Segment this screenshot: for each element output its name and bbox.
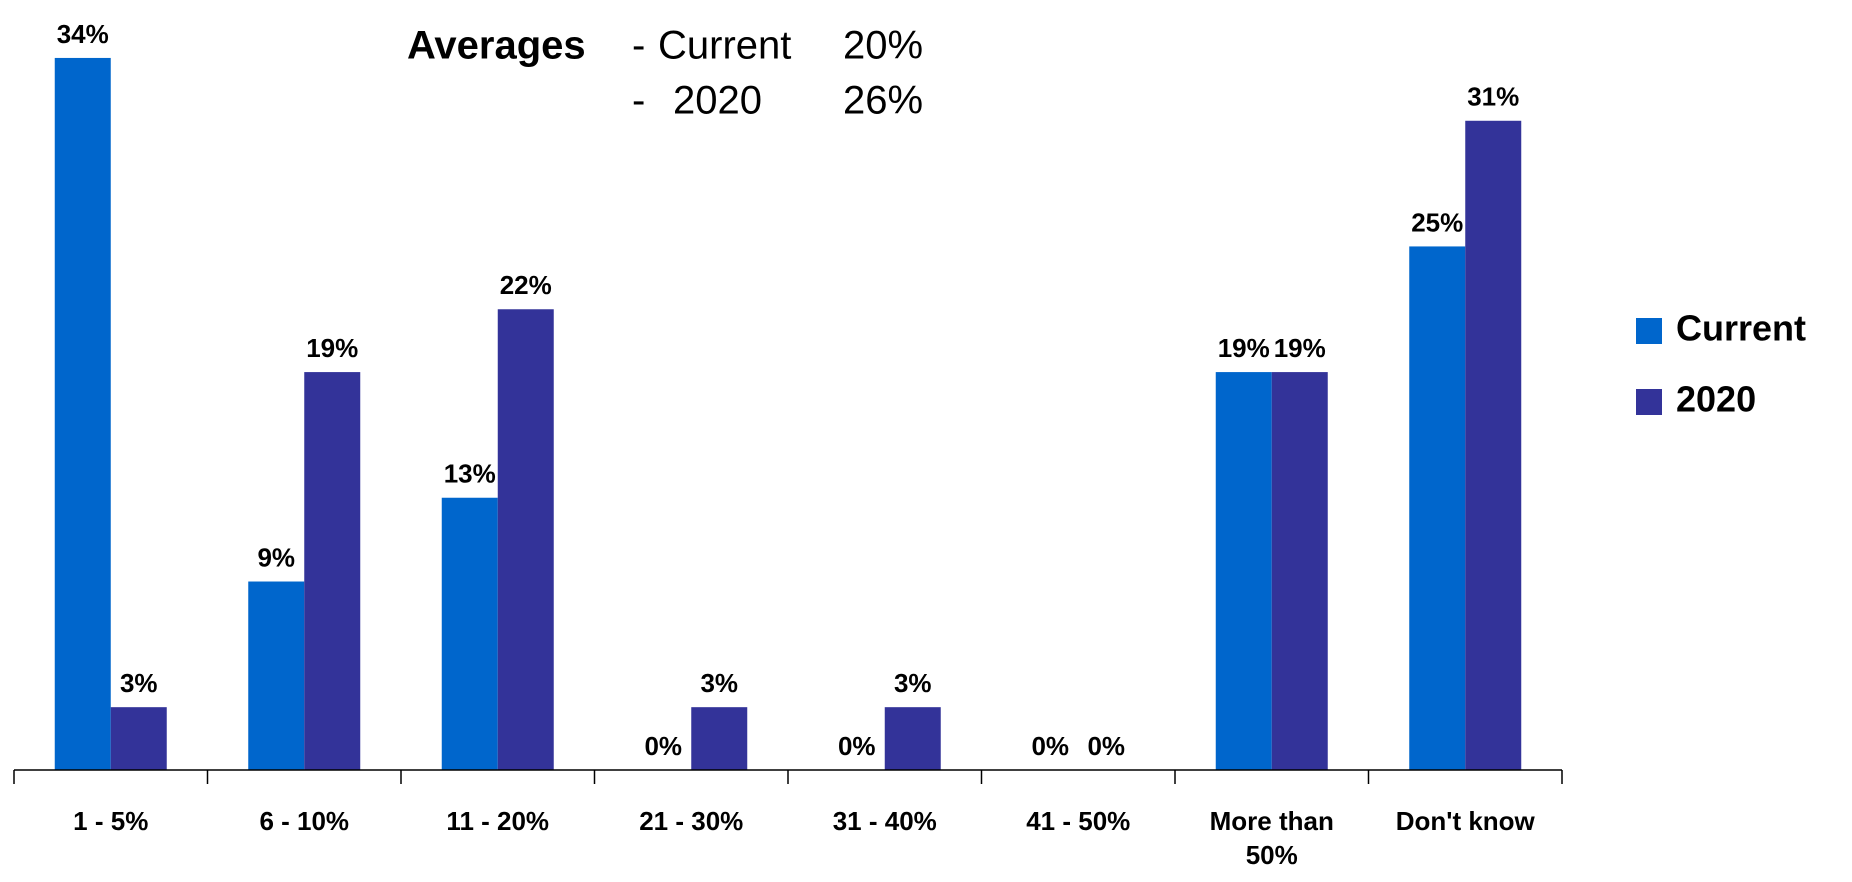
dash: - bbox=[632, 24, 645, 68]
averages-label: 2020 bbox=[673, 79, 762, 123]
data-label: 9% bbox=[257, 542, 295, 572]
x-tick-label: 11 - 20% bbox=[446, 806, 550, 836]
dash: - bbox=[632, 79, 645, 123]
data-label: 0% bbox=[1087, 731, 1125, 761]
data-label: 31% bbox=[1467, 82, 1519, 112]
data-label: 0% bbox=[1031, 731, 1069, 761]
bar bbox=[1271, 372, 1328, 770]
legend-swatch bbox=[1636, 389, 1662, 415]
data-label: 25% bbox=[1411, 207, 1463, 237]
data-label: 34% bbox=[57, 19, 109, 49]
x-tick-label: 21 - 30% bbox=[639, 806, 744, 836]
averages-label: Current bbox=[658, 24, 791, 68]
data-label: 3% bbox=[894, 668, 932, 698]
bar bbox=[441, 497, 498, 770]
averages-title: Averages bbox=[407, 24, 586, 68]
legend-label: Current bbox=[1676, 308, 1806, 349]
data-label: 0% bbox=[838, 731, 876, 761]
bar bbox=[248, 581, 305, 770]
data-label: 19% bbox=[306, 333, 358, 363]
x-tick-label: 31 - 40% bbox=[832, 806, 937, 836]
x-tick-label: More than 50% bbox=[1209, 806, 1334, 870]
bar bbox=[1215, 372, 1272, 770]
x-tick-label: 41 - 50% bbox=[1026, 806, 1131, 836]
bar bbox=[110, 707, 167, 770]
x-tick-label: 6 - 10% bbox=[259, 806, 350, 836]
bar bbox=[497, 309, 554, 770]
x-tick-label: 1 - 5% bbox=[73, 806, 149, 836]
bar bbox=[691, 707, 748, 770]
averages-value: 20% bbox=[843, 24, 923, 68]
legend-swatch bbox=[1636, 318, 1662, 344]
data-label: 3% bbox=[120, 668, 158, 698]
x-tick-label: Don't know bbox=[1395, 806, 1535, 836]
bar bbox=[884, 707, 941, 770]
bar bbox=[304, 372, 361, 770]
bar bbox=[54, 57, 111, 770]
averages-value: 26% bbox=[843, 79, 923, 123]
data-label: 3% bbox=[700, 668, 738, 698]
data-label: 19% bbox=[1218, 333, 1270, 363]
data-label: 19% bbox=[1274, 333, 1326, 363]
data-label: 13% bbox=[444, 459, 496, 489]
bar bbox=[1465, 120, 1522, 771]
bar bbox=[1409, 246, 1466, 770]
data-label: 22% bbox=[500, 270, 552, 300]
legend-label: 2020 bbox=[1676, 379, 1756, 420]
data-label: 0% bbox=[644, 731, 682, 761]
